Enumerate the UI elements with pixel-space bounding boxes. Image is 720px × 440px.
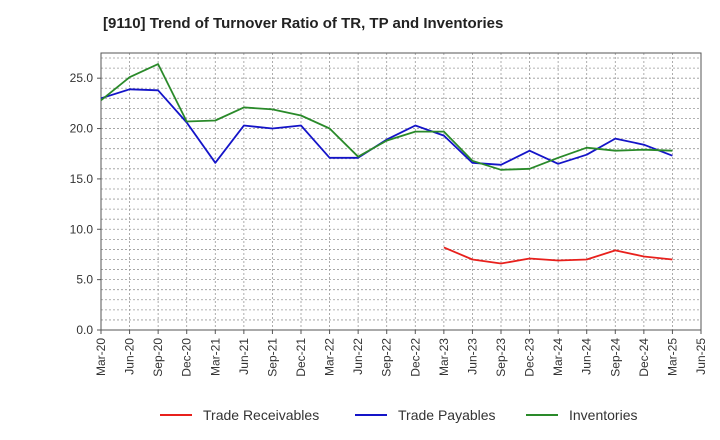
series-lines: [100, 63, 673, 265]
y-tick-label: 5.0: [76, 273, 93, 287]
x-tick-label: Mar-21: [208, 338, 222, 376]
x-tick-label: Mar-24: [551, 338, 565, 376]
chart-title: [9110] Trend of Turnover Ratio of TR, TP…: [103, 15, 504, 32]
x-tick-label: Dec-22: [408, 338, 422, 377]
series-line-trade-receivables: [443, 246, 673, 265]
y-tick-label: 25.0: [70, 71, 94, 85]
x-tick-label: Jun-23: [465, 338, 479, 375]
x-tick-label: Dec-20: [180, 338, 194, 377]
x-tick-label: Mar-23: [437, 338, 451, 376]
x-axis: Mar-20 Jun-20 Sep-20 Dec-20 Mar-21 Jun-21 Sep-…: [94, 330, 708, 377]
legend-label-inventories: Inventories: [569, 407, 637, 423]
series-line-trade-payables: [100, 88, 673, 166]
plot-area-frame: [100, 52, 702, 331]
x-tick-label: Sep-21: [265, 338, 279, 377]
x-tick-label: Dec-23: [523, 338, 537, 377]
x-tick-label: Dec-21: [294, 338, 308, 377]
x-tick-label: Jun-20: [123, 338, 137, 375]
legend-label-trade-receivables: Trade Receivables: [203, 407, 319, 423]
x-tick-label: Sep-22: [380, 338, 394, 377]
x-tick-label: Sep-24: [608, 338, 622, 377]
x-tick-label: Mar-20: [94, 338, 108, 376]
x-tick-label: Dec-24: [637, 338, 651, 377]
x-tick-label: Mar-25: [665, 338, 679, 376]
legend-label-trade-payables: Trade Payables: [398, 407, 496, 423]
x-tick-label: Jun-22: [351, 338, 365, 375]
x-tick-label: Jun-24: [580, 338, 594, 375]
y-tick-label: 20.0: [70, 122, 94, 136]
y-axis: 0.0 5.0 10.0 15.0 20.0 25.0: [70, 71, 101, 337]
legend: Trade Receivables Trade Payables Inventori…: [160, 407, 637, 423]
series-line-inventories: [100, 63, 673, 171]
y-tick-label: 0.0: [76, 323, 93, 337]
y-tick-label: 10.0: [70, 222, 94, 236]
x-tick-label: Mar-22: [323, 338, 337, 376]
grid-lines: [101, 53, 701, 330]
x-tick-label: Sep-20: [151, 338, 165, 377]
x-tick-label: Sep-23: [494, 338, 508, 377]
x-tick-label: Jun-21: [237, 338, 251, 375]
x-tick-label: Jun-25: [694, 338, 708, 375]
y-tick-label: 15.0: [70, 172, 94, 186]
